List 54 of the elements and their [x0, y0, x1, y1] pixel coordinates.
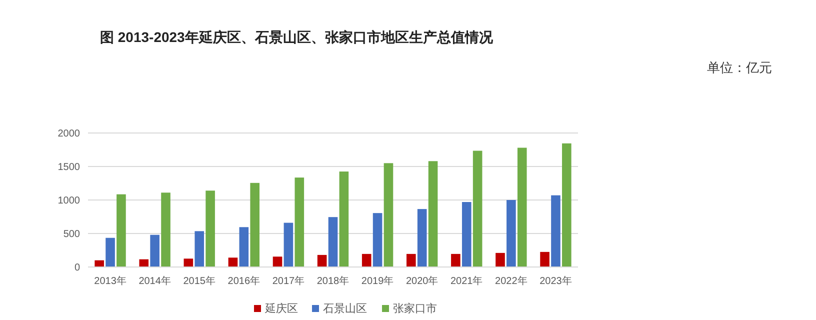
x-tick-label: 2021年: [450, 275, 483, 287]
x-tick-label: 2013年: [94, 275, 126, 287]
x-tick-label: 2019年: [361, 275, 394, 287]
bar: [362, 254, 372, 267]
x-tick-label: 2022年: [495, 275, 528, 287]
bar: [496, 252, 505, 267]
bar: [417, 209, 427, 267]
x-tick-label: 2016年: [228, 275, 260, 287]
x-tick-label: 2018年: [316, 275, 350, 287]
bar: [184, 258, 194, 267]
bar: [194, 231, 204, 267]
bar: [406, 254, 416, 267]
bar: [239, 227, 249, 267]
x-tick-label: 2017年: [272, 275, 305, 287]
bar: [328, 217, 338, 267]
x-tick-label: 2020年: [406, 275, 438, 287]
text: 单位：亿元: [707, 60, 772, 75]
legend-label: 张家口市: [393, 302, 437, 315]
bar: [317, 254, 327, 267]
bar: [106, 238, 115, 267]
bar: [428, 161, 438, 267]
bar: [540, 252, 550, 267]
bar: [139, 259, 149, 267]
bar: [250, 182, 260, 267]
legend-label: 延庆区: [264, 302, 298, 315]
y-tick-label: 0: [74, 262, 80, 274]
bar: [506, 200, 516, 267]
bar: [272, 256, 282, 267]
x-tick-label: 2015年: [183, 275, 216, 287]
bar: [150, 234, 160, 267]
bar: [94, 260, 104, 267]
y-tick-label: 500: [63, 229, 80, 240]
bar: [562, 143, 572, 267]
y-tick-label: 2000: [58, 128, 80, 140]
bar: [294, 178, 304, 267]
bar: [372, 213, 382, 267]
bar: [517, 148, 527, 267]
bar: [284, 222, 294, 267]
y-tick-label: 1500: [58, 162, 80, 173]
legend-label: 石景山区: [323, 302, 367, 315]
bar: [451, 254, 460, 267]
bar: [551, 195, 560, 267]
y-tick-label: 1000: [58, 196, 80, 206]
bar: [161, 192, 170, 267]
x-tick-label: 2014年: [138, 275, 171, 287]
bar: [116, 194, 126, 267]
x-tick-label: 2023年: [540, 275, 572, 287]
bar: [462, 202, 472, 267]
chart-title: 图 2013-2023年延庆区、石景山区、张家口市地区生产总值情况: [100, 29, 494, 45]
bar: [472, 150, 482, 267]
bar: [228, 258, 238, 267]
bar: [339, 172, 349, 267]
bar: [206, 190, 215, 267]
bar: [384, 163, 394, 267]
